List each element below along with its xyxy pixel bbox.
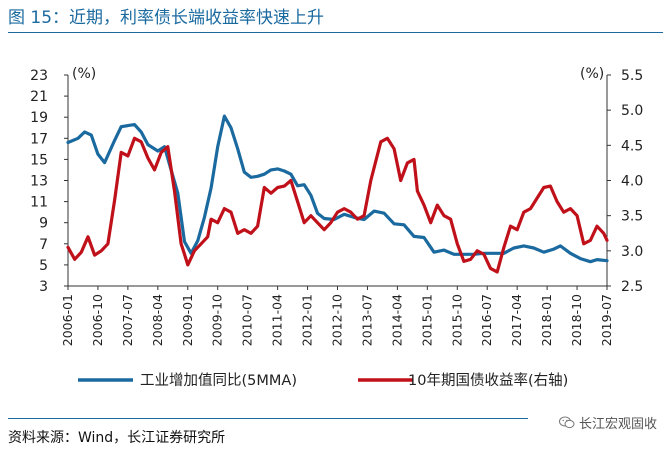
legend-label: 10年期国债收益率(右轴) <box>408 372 568 389</box>
x-tick-label: 2009-10 <box>210 294 225 346</box>
x-tick-label: 2012-01 <box>300 294 315 346</box>
left-tick-label: 9 <box>39 216 48 232</box>
right-tick-label: 5.0 <box>621 103 643 119</box>
x-tick-label: 2011-04 <box>270 294 285 346</box>
left-tick-label: 15 <box>30 152 48 168</box>
left-axis-unit: (%) <box>72 66 96 82</box>
x-tick-label: 2007-07 <box>120 294 135 346</box>
x-tick-label: 2018-10 <box>569 294 584 346</box>
left-tick-label: 5 <box>39 258 48 274</box>
series-line-10y-yield <box>66 136 609 274</box>
x-tick-label: 2008-04 <box>150 294 165 346</box>
left-tick-label: 17 <box>30 131 48 147</box>
right-tick-label: 4.0 <box>621 174 643 190</box>
right-tick-label: 4.5 <box>621 138 643 154</box>
x-tick-label: 2006-10 <box>90 294 105 346</box>
source-note: 资料来源：Wind，长江证券研究所 <box>8 430 226 446</box>
x-tick-label: 2009-01 <box>180 294 195 346</box>
right-tick-label: 3.5 <box>621 209 643 225</box>
x-tick-label: 2016-07 <box>479 294 494 346</box>
figure-title: 图 15：近期，利率债长端收益率快速上升 <box>8 4 663 33</box>
left-tick-label: 23 <box>30 68 48 84</box>
x-tick-label: 2014-04 <box>389 294 404 346</box>
x-tick-label: 2012-10 <box>330 294 345 346</box>
chart-axes: 3 5 7 9 11 13 15 17 19 21 23 2.5 3.0 3.5 4.0 4.5 5.0 5.5 (… <box>30 66 643 346</box>
watermark-label: 长江宏观固收 <box>578 417 657 432</box>
legend-label: 工业增加值同比(5MMA) <box>140 372 297 389</box>
left-tick-label: 11 <box>30 195 48 211</box>
left-tick-label: 3 <box>39 279 48 295</box>
x-tick-label: 2015-01 <box>419 294 434 346</box>
footer-divider <box>8 418 528 419</box>
right-axis-unit: (%) <box>580 66 604 82</box>
x-tick-label: 2006-01 <box>60 294 75 346</box>
x-tick-label: 2017-04 <box>509 294 524 346</box>
x-tick-label: 2018-01 <box>539 294 554 346</box>
right-tick-label: 5.5 <box>621 68 643 84</box>
left-tick-label: 13 <box>30 174 48 190</box>
x-tick-label: 2010-07 <box>240 294 255 346</box>
wechat-icon <box>558 416 575 429</box>
x-tick-label: 2019-07 <box>599 294 614 346</box>
chart-series-layer <box>66 114 609 274</box>
chart-legend: 工业增加值同比(5MMA) 10年期国债收益率(右轴) <box>78 372 568 389</box>
left-tick-label: 7 <box>39 237 48 253</box>
x-tick-label: 2015-10 <box>449 294 464 346</box>
x-tick-label: 2013-07 <box>359 294 374 346</box>
right-tick-label: 2.5 <box>621 279 643 295</box>
left-tick-label: 19 <box>30 110 48 126</box>
series-line-industrial-output <box>66 114 609 264</box>
right-tick-label: 3.0 <box>621 244 643 260</box>
watermark: 长江宏观固收 <box>558 413 657 432</box>
left-tick-label: 21 <box>30 89 48 105</box>
